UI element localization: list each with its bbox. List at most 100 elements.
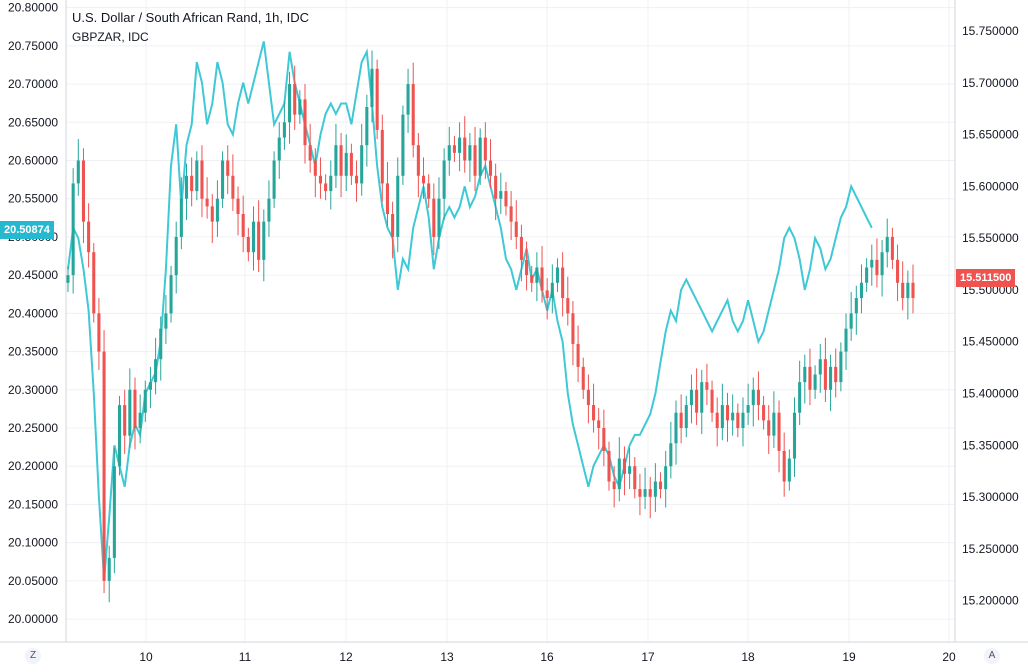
- candle-body: [138, 412, 142, 428]
- candle-body: [535, 267, 539, 283]
- time-axis-tick-label: 17: [641, 650, 655, 664]
- candle-body: [107, 557, 111, 581]
- candle-body: [349, 152, 353, 176]
- timezone-button[interactable]: Z: [25, 648, 41, 664]
- candle-body: [169, 275, 173, 314]
- candle-body: [823, 359, 827, 390]
- candle-body: [901, 282, 905, 299]
- candle-body: [411, 84, 415, 146]
- candle-body: [257, 221, 261, 260]
- right-axis-tick-label: 15.400000: [962, 386, 1019, 400]
- candle-body: [628, 466, 632, 474]
- candle-body: [231, 175, 235, 199]
- candle-body: [396, 175, 400, 237]
- candle-body: [468, 145, 472, 161]
- candle-body: [432, 198, 436, 237]
- candle-body: [313, 160, 317, 176]
- left-axis-tick-label: 20.00000: [8, 612, 58, 626]
- candle-body: [705, 382, 709, 390]
- left-axis-tick-label: 20.80000: [8, 1, 58, 15]
- candle-body: [906, 282, 910, 299]
- candle-body: [679, 412, 683, 428]
- right-axis-tick-label: 15.700000: [962, 76, 1019, 90]
- candle-body: [834, 366, 838, 383]
- candle-body: [545, 290, 549, 299]
- compare-symbol-label[interactable]: GBPZAR, IDC: [72, 30, 149, 44]
- gbpzar-line: [67, 41, 873, 580]
- candle-body: [751, 389, 755, 406]
- candle-body: [803, 366, 807, 383]
- candle-body: [653, 481, 657, 497]
- candle-body: [530, 275, 534, 283]
- auto-scale-button[interactable]: A: [984, 648, 1000, 664]
- candle-body: [664, 466, 668, 490]
- right-last-price-tag: 15.511500: [956, 269, 1016, 288]
- candle-body: [813, 374, 817, 390]
- candle-body: [308, 145, 312, 161]
- grid-lines: [66, 0, 955, 642]
- candle-body: [715, 412, 719, 428]
- candle-body: [586, 389, 590, 406]
- candle-body: [442, 160, 446, 199]
- time-axis-tick-label: 16: [540, 650, 554, 664]
- candle-body: [437, 198, 441, 237]
- candlestick-layer: [66, 50, 915, 603]
- right-axis-tick-label: 15.250000: [962, 542, 1019, 556]
- left-axis-tick-label: 20.45000: [8, 268, 58, 282]
- candle-body: [360, 145, 364, 184]
- candle-body: [643, 489, 647, 497]
- candle-body: [741, 412, 745, 428]
- left-axis-tick-label: 20.60000: [8, 154, 58, 168]
- candle-body: [236, 198, 240, 214]
- candle-body: [463, 137, 467, 161]
- candle-body: [190, 175, 194, 192]
- candle-body: [76, 160, 80, 184]
- left-axis-tick-label: 20.40000: [8, 306, 58, 320]
- candle-body: [143, 389, 147, 413]
- candle-body: [792, 412, 797, 459]
- candle-body: [648, 489, 652, 497]
- left-axis-tick-label: 20.70000: [8, 77, 58, 91]
- left-axis-tick-label: 20.35000: [8, 345, 58, 359]
- candle-body: [205, 198, 209, 207]
- candle-body: [473, 145, 477, 176]
- candle-body: [658, 481, 663, 490]
- candle-body: [669, 443, 673, 467]
- right-axis-tick-label: 15.650000: [962, 128, 1019, 142]
- chart-title: U.S. Dollar / South African Rand, 1h, ID…: [72, 10, 309, 25]
- candle-body: [87, 221, 91, 253]
- candle-body: [494, 175, 498, 199]
- candle-body: [293, 84, 297, 115]
- candle-body: [262, 221, 266, 260]
- candle-body: [504, 191, 508, 207]
- time-axis: 10 11 12 13 16 17 18 19 20: [139, 650, 956, 664]
- candle-body: [128, 389, 132, 436]
- candle-body: [566, 298, 570, 314]
- candle-body: [581, 366, 585, 390]
- candle-body: [870, 259, 874, 268]
- candle-body: [344, 152, 348, 176]
- candle-body: [865, 267, 869, 283]
- candle-body: [829, 366, 833, 390]
- candle-body: [355, 175, 359, 184]
- candle-body: [859, 282, 864, 299]
- candle-body: [612, 481, 616, 490]
- candle-body: [597, 420, 601, 428]
- candle-body: [478, 137, 482, 176]
- candle-body: [334, 145, 338, 176]
- candle-body: [288, 84, 292, 123]
- candle-body: [174, 236, 178, 276]
- candle-body: [303, 99, 307, 146]
- candle-body: [818, 359, 822, 375]
- candle-body: [164, 313, 168, 329]
- candle-body: [514, 221, 518, 237]
- candle-body: [66, 275, 70, 283]
- candle-body: [246, 236, 250, 253]
- candle-body: [890, 236, 894, 260]
- candle-body: [555, 267, 560, 283]
- candle-body: [179, 198, 183, 237]
- right-axis-tick-label: 15.200000: [962, 594, 1019, 608]
- candle-body: [689, 389, 693, 406]
- candle-body: [215, 198, 219, 222]
